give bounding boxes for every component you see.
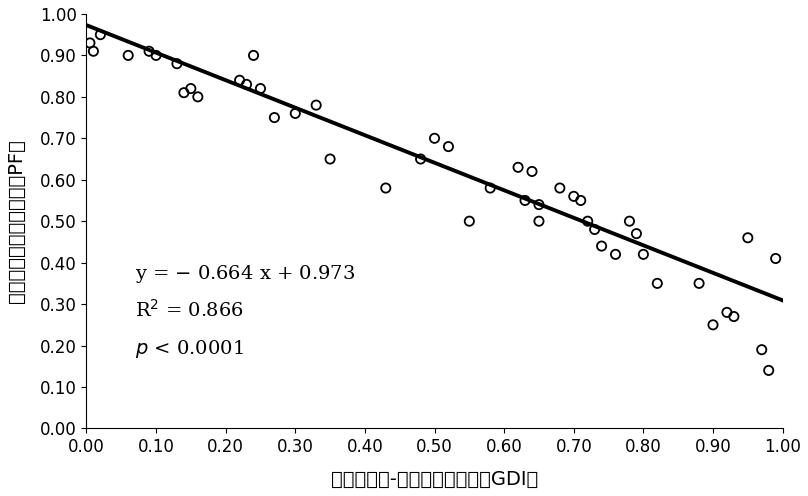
Point — [742, 234, 755, 242]
Point — [650, 279, 663, 287]
Point — [122, 52, 135, 60]
Point — [623, 217, 636, 225]
Point — [324, 155, 337, 163]
Point — [309, 101, 322, 109]
Point — [581, 217, 594, 225]
Point — [519, 196, 532, 204]
Point — [191, 93, 204, 101]
Point — [415, 155, 427, 163]
Point — [442, 143, 455, 151]
Point — [525, 168, 538, 176]
Point — [762, 367, 775, 374]
Point — [727, 312, 740, 320]
Point — [178, 89, 191, 97]
Point — [143, 47, 156, 55]
Point — [553, 184, 566, 192]
Point — [170, 60, 183, 67]
Point — [87, 47, 100, 55]
Point — [94, 31, 107, 39]
Point — [692, 279, 705, 287]
Point — [247, 52, 260, 60]
Point — [755, 346, 768, 354]
Point — [567, 192, 580, 200]
Point — [149, 52, 162, 60]
Text: y = $-$ 0.664 x + 0.973: y = $-$ 0.664 x + 0.973 — [135, 263, 356, 285]
Point — [254, 85, 267, 93]
Point — [637, 250, 650, 258]
Y-axis label: 杂交组合结实率平均値（PF）: 杂交组合结实率平均値（PF） — [7, 139, 26, 303]
Point — [379, 184, 392, 192]
Point — [83, 39, 96, 47]
Point — [268, 114, 281, 122]
Text: R$^2$ = 0.866: R$^2$ = 0.866 — [135, 299, 243, 320]
Point — [706, 321, 719, 329]
Point — [532, 201, 545, 209]
X-axis label: 杂交双亲秱-米遗传分化系数（GDI）: 杂交双亲秱-米遗传分化系数（GDI） — [331, 470, 538, 489]
Point — [532, 217, 545, 225]
Point — [484, 184, 497, 192]
Point — [595, 242, 608, 250]
Point — [184, 85, 197, 93]
Point — [574, 196, 587, 204]
Point — [463, 217, 476, 225]
Point — [428, 134, 441, 142]
Point — [769, 254, 782, 262]
Point — [721, 309, 734, 316]
Point — [288, 110, 301, 118]
Point — [630, 230, 643, 238]
Point — [511, 163, 524, 171]
Point — [588, 226, 601, 234]
Point — [609, 250, 622, 258]
Point — [240, 80, 253, 88]
Point — [234, 76, 246, 84]
Text: $p$ < 0.0001: $p$ < 0.0001 — [135, 338, 244, 360]
